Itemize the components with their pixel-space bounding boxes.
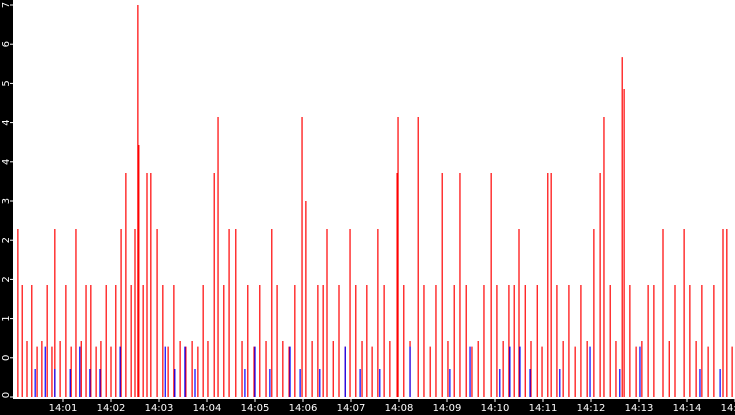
y-tick-label: 0 bbox=[1, 392, 12, 398]
x-tick-label: 14:12 bbox=[577, 403, 606, 414]
y-tick-label: 1 bbox=[1, 315, 12, 321]
x-tick-label: 14:10 bbox=[481, 403, 510, 414]
x-tick-label: 14:05 bbox=[241, 403, 270, 414]
x-tick-label: 14:11 bbox=[529, 403, 558, 414]
y-tick-label: 5 bbox=[1, 80, 12, 86]
y-tick-label: 2 bbox=[1, 276, 12, 282]
x-tick-label: 14:09 bbox=[433, 403, 462, 414]
y-tick-label: 7 bbox=[1, 2, 12, 8]
x-tick-label: 14:02 bbox=[97, 403, 126, 414]
x-tick-label: 14:14 bbox=[673, 403, 702, 414]
x-tick-label: 14:15 bbox=[721, 403, 735, 414]
x-tick-label: 14:07 bbox=[337, 403, 366, 414]
y-axis-band bbox=[0, 0, 13, 415]
y-tick-label: 0 bbox=[1, 355, 12, 361]
x-tick-label: 14:06 bbox=[289, 403, 318, 414]
x-tick-label: 14:01 bbox=[49, 403, 78, 414]
x-tick-label: 14:03 bbox=[145, 403, 174, 414]
y-tick-label: 6 bbox=[1, 41, 12, 47]
y-tick-label: 4 bbox=[1, 159, 12, 165]
y-tick-label: 4 bbox=[1, 119, 12, 125]
x-tick-label: 14:13 bbox=[625, 403, 654, 414]
x-axis-band bbox=[0, 399, 735, 415]
x-tick-label: 14:08 bbox=[385, 403, 414, 414]
y-tick-label: 3 bbox=[1, 198, 12, 204]
y-tick-label: 2 bbox=[1, 237, 12, 243]
x-tick-label: 14:04 bbox=[193, 403, 222, 414]
